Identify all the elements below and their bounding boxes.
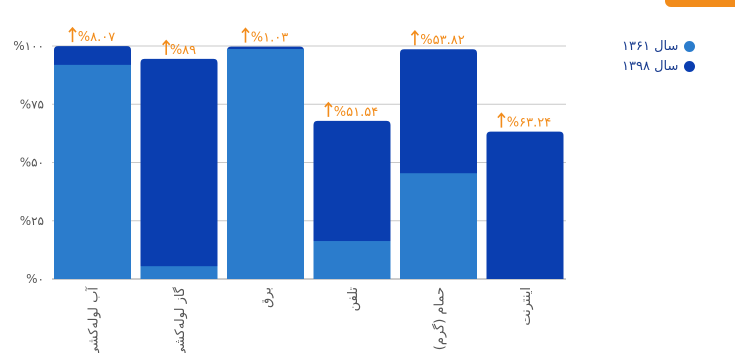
legend-swatch-1398 (684, 60, 696, 72)
bar-1361 (140, 266, 218, 279)
bar-1361 (313, 241, 391, 279)
change-label: %۵۳.۸۲ (420, 33, 464, 48)
bar-1398 (486, 131, 564, 279)
bar-1398 (313, 120, 391, 279)
x-tick-label: اینترنت (519, 287, 534, 326)
arrow-up-icon (241, 27, 250, 43)
change-label: %۸۹ (170, 43, 196, 58)
x-tick-label: گاز لوله‌کشی (172, 286, 188, 353)
bar-1398 (140, 58, 218, 279)
change-label: %۶۳.۲۴ (507, 116, 551, 131)
arrow-up-icon (162, 39, 171, 55)
legend-item-1398[interactable]: سال ۱۳۹۸ (622, 56, 696, 76)
x-tick-label: تلفن (346, 287, 361, 312)
x-tick-label: آب لوله‌کشی (85, 286, 102, 353)
y-tick-label: %۱۰۰ (13, 39, 44, 53)
y-tick-label: %۰ (26, 272, 44, 286)
y-tick-label: %۷۵ (20, 97, 44, 111)
legend: سال ۱۳۶۱ سال ۱۳۹۸ (622, 36, 696, 76)
bar-1361 (227, 49, 304, 280)
change-labels: %۸.۰۷ %۸۹ %۱.۰۳ %۵۱.۵۴ %۵۳.۸۲ %۶۳.۲۴ (68, 26, 551, 131)
arrow-up-icon (497, 112, 506, 128)
legend-swatch-1361 (684, 40, 696, 52)
y-tick-label: %۲۵ (20, 214, 44, 228)
accent-tab (665, 0, 735, 7)
bars (54, 46, 564, 280)
y-tick-label: %۵۰ (20, 156, 44, 170)
x-tick-label: برق (260, 287, 275, 308)
change-label: %۸.۰۷ (78, 30, 115, 45)
arrow-up-icon (68, 26, 77, 43)
legend-label-1361: سال ۱۳۶۱ (622, 38, 679, 54)
bar-1361 (400, 173, 477, 279)
grid-lines (52, 45, 566, 280)
arrow-up-icon (410, 30, 420, 46)
legend-item-1361[interactable]: سال ۱۳۶۱ (622, 36, 696, 56)
x-tick-label: حمام (گرم) (432, 287, 448, 350)
arrow-up-icon (324, 101, 333, 117)
axis-labels: %۰ %۲۵ %۵۰ %۷۵ %۱۰۰ آب لوله‌کشی گاز لوله‌کشی بر… (13, 39, 534, 353)
legend-label-1398: سال ۱۳۹۸ (622, 58, 679, 74)
change-label: %۱.۰۳ (251, 31, 288, 46)
change-label: %۵۱.۵۴ (334, 105, 378, 120)
bar-1361 (54, 64, 131, 279)
